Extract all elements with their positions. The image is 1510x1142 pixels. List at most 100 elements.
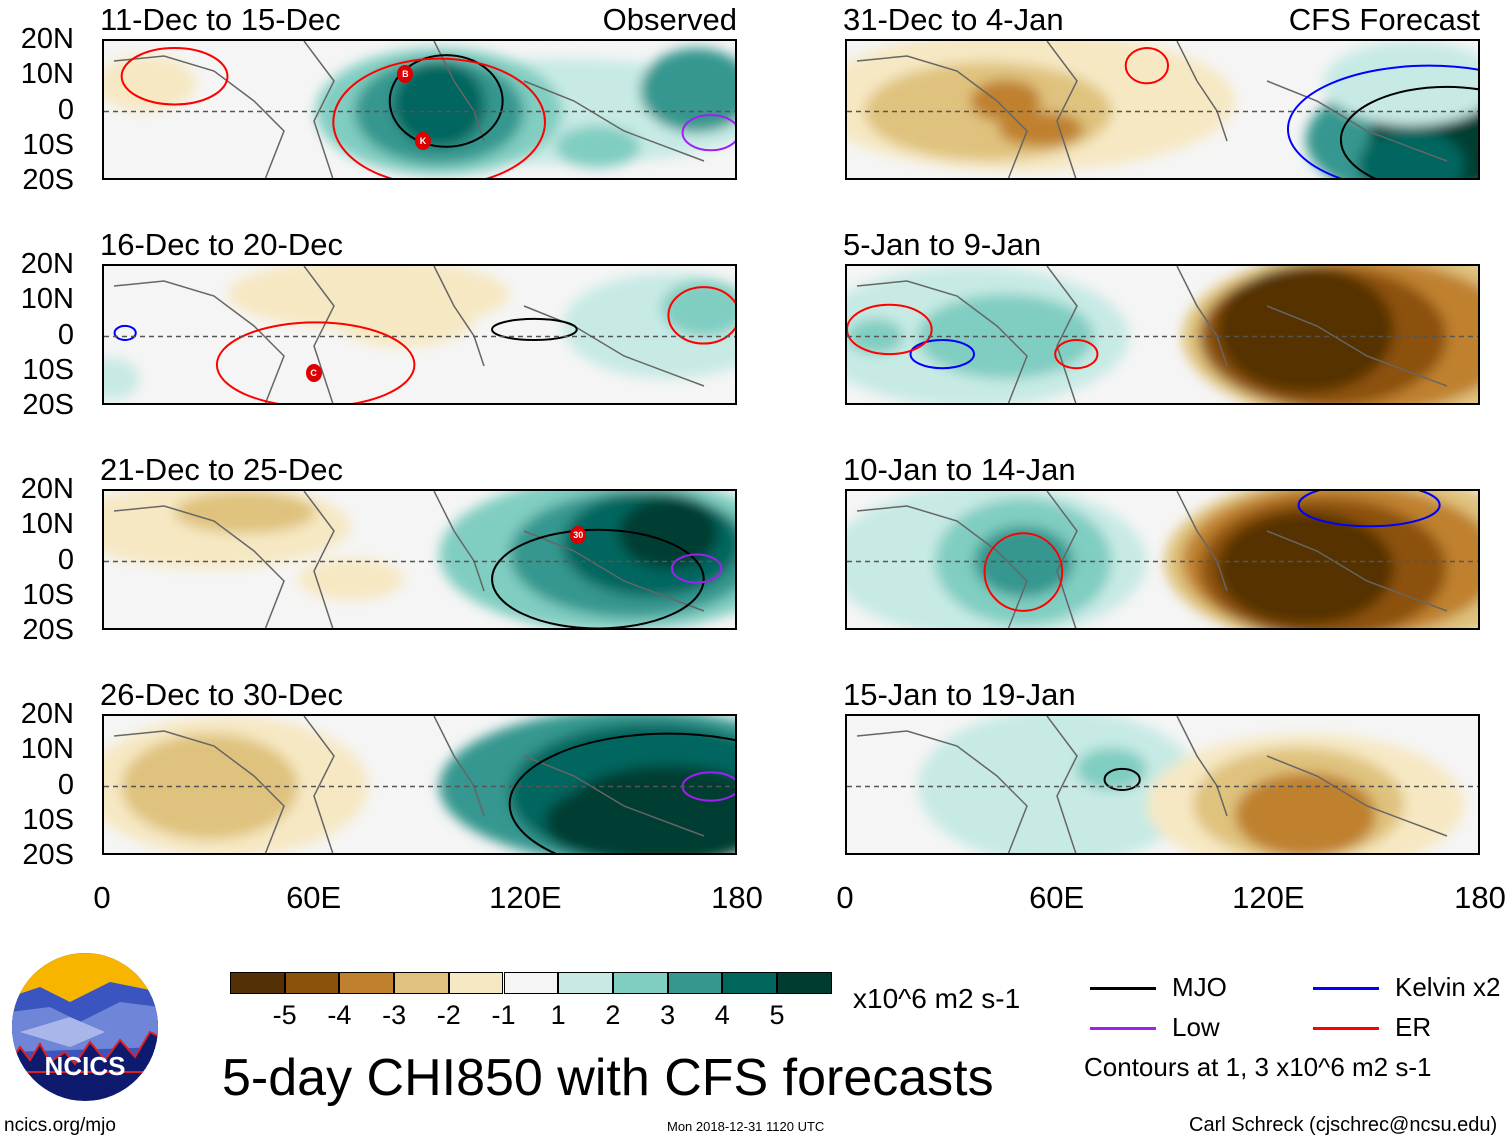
contour-line	[1124, 47, 1170, 85]
contour-line	[332, 57, 546, 178]
panel-title: 10-Jan to 14-Jan	[843, 452, 1076, 487]
anomaly-region	[917, 294, 1094, 379]
lon-label: 120E	[1232, 880, 1305, 915]
panel-title: 15-Jan to 19-Jan	[843, 677, 1076, 712]
contour-line	[113, 324, 137, 342]
panel-title: 5-Jan to 9-Jan	[843, 227, 1042, 262]
map-panel-p7	[845, 489, 1480, 630]
map-panel-p5	[845, 39, 1480, 180]
anomaly-region	[1235, 772, 1377, 853]
lat-label: 20N	[20, 473, 74, 505]
lon-label: 180	[1454, 880, 1506, 915]
panel-title: 26-Dec to 30-Dec	[100, 677, 343, 712]
colorbar-swatch	[667, 972, 723, 994]
anomaly-region	[1323, 41, 1478, 126]
anomaly-region	[970, 79, 1042, 123]
lon-label: 0	[93, 880, 111, 915]
anomaly-region	[1358, 129, 1465, 178]
anomaly-region	[544, 786, 687, 853]
legend-line	[1090, 987, 1156, 990]
map-panel-p1	[102, 39, 737, 180]
lat-label: 0	[57, 768, 74, 801]
panel-title: 11-Dec to 15-Dec	[100, 2, 341, 37]
lat-label: 10S	[22, 803, 74, 836]
tropical-cyclone-icon: B	[397, 65, 414, 84]
lat-label: 0	[57, 318, 74, 351]
anomaly-region	[121, 733, 299, 840]
lat-label: 10S	[22, 128, 74, 161]
lat-label: 20S	[22, 614, 74, 646]
tropical-cyclone-icon: K	[415, 132, 432, 151]
contour-line	[388, 54, 504, 148]
colorbar-swatch	[284, 972, 340, 994]
lon-label: 120E	[489, 880, 562, 915]
footer-timestamp: Mon 2018-12-31 1120 UTC	[667, 1119, 825, 1134]
panel-title: 21-Dec to 25-Dec	[100, 452, 343, 487]
map-panel-p8	[845, 714, 1480, 855]
lat-label: 10N	[20, 283, 74, 316]
contour-line	[670, 553, 723, 584]
colorbar-label: -2	[436, 1000, 461, 1030]
colorbar-label: 3	[660, 1000, 676, 1030]
colorbar-label: -3	[382, 1000, 407, 1030]
contour-line	[1287, 64, 1478, 178]
colorbar-swatch	[448, 972, 504, 994]
lat-label: 10N	[20, 508, 74, 541]
colorbar-label: -1	[491, 1000, 516, 1030]
lat-label: 10N	[20, 58, 74, 91]
map-panel-p6	[845, 264, 1480, 405]
footer-url[interactable]: ncics.org/mjo	[4, 1115, 116, 1136]
logo-text: NCICS	[45, 1051, 126, 1081]
colorbar-swatch	[777, 972, 832, 994]
coastline	[856, 41, 1448, 178]
colorbar-swatch	[612, 972, 668, 994]
lat-label: 20N	[20, 698, 74, 730]
tropical-cyclone-icon: C	[305, 364, 322, 383]
legend-note: Contours at 1, 3 x10^6 m2 s-1	[1084, 1052, 1432, 1082]
anomaly-region	[917, 716, 1200, 853]
map-panel-p4	[102, 714, 737, 855]
coastline	[113, 491, 705, 628]
colorbar-label: -4	[327, 1000, 352, 1030]
panel-label: Observed	[602, 2, 737, 37]
contour-line	[215, 321, 416, 403]
lat-label: 10S	[22, 353, 74, 386]
colorbar-swatch	[339, 972, 395, 994]
lon-label: 180	[711, 880, 763, 915]
contour-line	[1297, 491, 1441, 528]
lat-label: 20S	[22, 164, 74, 196]
coastline	[856, 491, 1448, 628]
colorbar-label: 2	[605, 1000, 621, 1030]
panel-label: CFS Forecast	[1288, 2, 1480, 37]
colorbar-swatch	[503, 972, 559, 994]
colorbar-label: -5	[272, 1000, 297, 1030]
anomaly-region	[393, 62, 485, 147]
coastline	[856, 716, 1448, 853]
anomaly-region	[104, 357, 140, 400]
contour-line	[1103, 767, 1141, 792]
anomaly-region	[1076, 747, 1147, 791]
colorbar-units: x10^6 m2 s-1	[853, 983, 1021, 1014]
contour-line	[667, 286, 735, 345]
legend-label: Kelvin x2	[1395, 972, 1501, 1002]
anomaly-region	[974, 526, 1073, 597]
colorbar-swatch	[394, 972, 449, 994]
coastline	[113, 41, 705, 178]
anomaly-region	[104, 55, 196, 112]
coastline	[856, 266, 1448, 403]
contour-line	[847, 303, 933, 356]
contour-line	[1054, 339, 1099, 370]
lat-label: 10S	[22, 578, 74, 611]
legend-label: ER	[1395, 1012, 1432, 1042]
ncics-logo: NCICS	[10, 952, 160, 1102]
anomaly-region	[174, 491, 316, 534]
contour-line	[508, 732, 735, 853]
legend-label: MJO	[1172, 972, 1227, 1002]
lon-label: 60E	[286, 880, 342, 915]
anomaly-region	[298, 557, 404, 601]
contour-line	[120, 47, 229, 106]
lat-label: 0	[57, 543, 74, 576]
contour-line	[983, 532, 1064, 612]
lat-label: 20S	[22, 839, 74, 871]
colorbar-label: 1	[550, 1000, 566, 1030]
